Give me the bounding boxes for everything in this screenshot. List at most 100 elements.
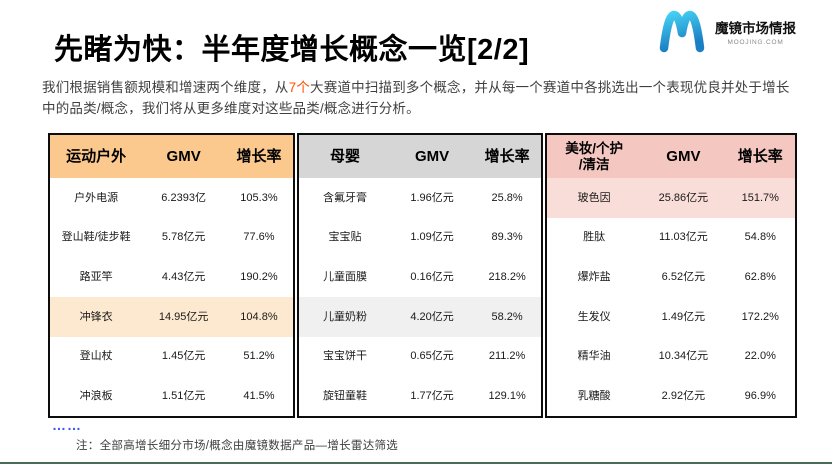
growth-rate: 89.3% <box>491 231 523 244</box>
table-row: 登山鞋/徒步鞋 5.78亿元 77.6% <box>50 217 293 258</box>
gmv-header: GMV <box>415 147 450 165</box>
table-row: 冲浪板 1.51亿元 41.5% <box>50 376 293 417</box>
concept-name: 路亚竿 <box>79 270 113 283</box>
concept-name: 含氟牙膏 <box>322 191 367 204</box>
brand-domain: MOOJING.COM <box>727 38 784 46</box>
category-header: 母婴 <box>329 147 360 165</box>
category-header: 运动户外 <box>66 147 127 165</box>
concept-name: 儿童奶粉 <box>322 310 367 323</box>
concept-name: 玻色因 <box>577 191 611 204</box>
growth-rate: 218.2% <box>488 270 526 283</box>
growth-rate: 51.2% <box>243 350 275 363</box>
gmv-value: 11.03亿元 <box>659 231 708 244</box>
growth-header: 增长率 <box>236 147 282 165</box>
growth-rate: 54.8% <box>744 231 776 244</box>
table-row: 玻色因 25.86亿元 151.7% <box>547 178 795 218</box>
table-row: 冲锋衣 14.95亿元 104.8% <box>50 297 293 337</box>
gmv-value: 14.95亿元 <box>158 310 209 323</box>
concept-name: 胜肽 <box>583 231 606 244</box>
moojing-m-icon <box>659 10 705 53</box>
table-row: 儿童奶粉 4.20亿元 58.2% <box>299 297 541 337</box>
subtitle-part1: 我们根据销售额规模和增速两个维度，从 <box>42 80 289 95</box>
concept-name: 乳糖酸 <box>577 389 611 402</box>
brand-logo: 魔镜市场情报 MOOJING.COM <box>656 8 796 54</box>
growth-rate: 22.0% <box>744 350 776 363</box>
table-header-row: 美妆/个护 /清洁 GMV 增长率 <box>547 135 795 178</box>
table-row: 生发仪 1.49亿元 172.2% <box>547 297 795 337</box>
table-row: 宝宝饼干 0.65亿元 211.2% <box>299 336 541 377</box>
ellipsis-mark: …… <box>52 417 82 433</box>
table-row: 儿童面膜 0.16亿元 218.2% <box>299 257 541 298</box>
table-row: 宝宝贴 1.09亿元 89.3% <box>299 217 541 258</box>
bottom-divider <box>0 462 832 464</box>
concept-name: 宝宝饼干 <box>322 350 367 363</box>
gmv-header: GMV <box>666 147 701 165</box>
concept-name: 户外电源 <box>74 191 119 204</box>
concept-name: 精华油 <box>577 350 611 363</box>
table-header-row: 母婴 GMV 增长率 <box>299 135 541 178</box>
table-row: 含氟牙膏 1.96亿元 25.8% <box>299 178 541 218</box>
gmv-value: 25.86亿元 <box>658 191 709 204</box>
table-sports-outdoor: 运动户外 GMV 增长率户外电源 6.2393亿 105.3% 登山鞋/徒步鞋 5.78亿元… <box>48 133 295 418</box>
concept-name: 登山杖 <box>79 350 113 363</box>
growth-rate: 96.9% <box>744 389 776 402</box>
gmv-value: 5.78亿元 <box>161 231 206 244</box>
gmv-value: 6.52亿元 <box>661 270 706 283</box>
gmv-value: 1.09亿元 <box>410 231 454 244</box>
brand-text: 魔镜市场情报 MOOJING.COM <box>715 17 796 46</box>
table-header-row: 运动户外 GMV 增长率 <box>50 135 293 178</box>
growth-rate: 129.1% <box>488 389 526 402</box>
concept-name: 冲锋衣 <box>79 310 113 323</box>
gmv-header: GMV <box>166 147 201 165</box>
category-header: 美妆/个护 /清洁 <box>565 140 623 172</box>
gmv-value: 1.77亿元 <box>410 389 454 402</box>
subtitle: 我们根据销售额规模和增速两个维度，从7个大赛道中扫描到多个概念，并从每一个赛道中… <box>42 78 794 120</box>
table-row: 胜肽 11.03亿元 54.8% <box>547 217 795 258</box>
gmv-value: 1.45亿元 <box>161 350 206 363</box>
concept-name: 爆炸盐 <box>577 270 611 283</box>
concept-name: 儿童面膜 <box>322 270 367 283</box>
growth-rate: 151.7% <box>741 191 779 204</box>
tables-area: 运动户外 GMV 增长率户外电源 6.2393亿 105.3% 登山鞋/徒步鞋 5.78亿元… <box>48 133 797 418</box>
growth-rate: 104.8% <box>240 310 278 323</box>
concept-name: 宝宝贴 <box>328 231 362 244</box>
concept-name: 冲浪板 <box>79 389 113 402</box>
gmv-value: 4.20亿元 <box>410 310 454 323</box>
gmv-value: 1.96亿元 <box>410 191 454 204</box>
brand-name: 魔镜市场情报 <box>715 20 796 36</box>
growth-rate: 105.3% <box>240 191 278 204</box>
gmv-value: 10.34亿元 <box>658 350 709 363</box>
gmv-value: 2.92亿元 <box>661 389 706 402</box>
subtitle-highlight: 7个 <box>288 80 311 95</box>
growth-rate: 25.8% <box>491 191 523 204</box>
growth-rate: 172.2% <box>741 310 779 323</box>
growth-rate: 41.5% <box>243 389 275 402</box>
growth-rate: 190.2% <box>240 270 278 283</box>
growth-rate: 62.8% <box>744 270 776 283</box>
table-row: 户外电源 6.2393亿 105.3% <box>50 178 293 218</box>
growth-rate: 58.2% <box>491 310 523 323</box>
subtitle-part2: 大赛道中扫描到多个概念，并从每一个赛道中各挑选出一个表现优良并处于增长中的品类/… <box>42 80 790 116</box>
table-row: 登山杖 1.45亿元 51.2% <box>50 336 293 377</box>
table-row: 爆炸盐 6.52亿元 62.8% <box>547 257 795 298</box>
footnote: 注：全部高增长细分市场/概念由魔镜数据产品—增长雷达筛选 <box>76 440 399 452</box>
table-mother-baby: 母婴 GMV 增长率含氟牙膏 1.96亿元 25.8% 宝宝贴 1.09亿元 89.3% 儿童面… <box>297 133 543 418</box>
table-row: 旋钮童鞋 1.77亿元 129.1% <box>299 376 541 417</box>
gmv-value: 0.16亿元 <box>410 270 454 283</box>
gmv-value: 1.51亿元 <box>161 389 206 402</box>
growth-header: 增长率 <box>737 147 783 165</box>
concept-name: 旋钮童鞋 <box>322 389 367 402</box>
growth-header: 增长率 <box>484 147 530 165</box>
growth-rate: 211.2% <box>488 350 526 363</box>
gmv-value: 4.43亿元 <box>161 270 206 283</box>
page-title: 先睹为快：半年度增长概念一览[2/2] <box>54 34 530 66</box>
table-row: 路亚竿 4.43亿元 190.2% <box>50 257 293 298</box>
gmv-value: 6.2393亿 <box>161 191 206 204</box>
growth-rate: 77.6% <box>243 231 275 244</box>
table-row: 精华油 10.34亿元 22.0% <box>547 336 795 377</box>
table-row: 乳糖酸 2.92亿元 96.9% <box>547 376 795 417</box>
gmv-value: 1.49亿元 <box>661 310 706 323</box>
table-beauty-personal-care: 美妆/个护 /清洁 GMV 增长率玻色因 25.86亿元 151.7% 胜肽 11.03亿元… <box>545 133 797 418</box>
concept-name: 登山鞋/徒步鞋 <box>61 231 131 244</box>
